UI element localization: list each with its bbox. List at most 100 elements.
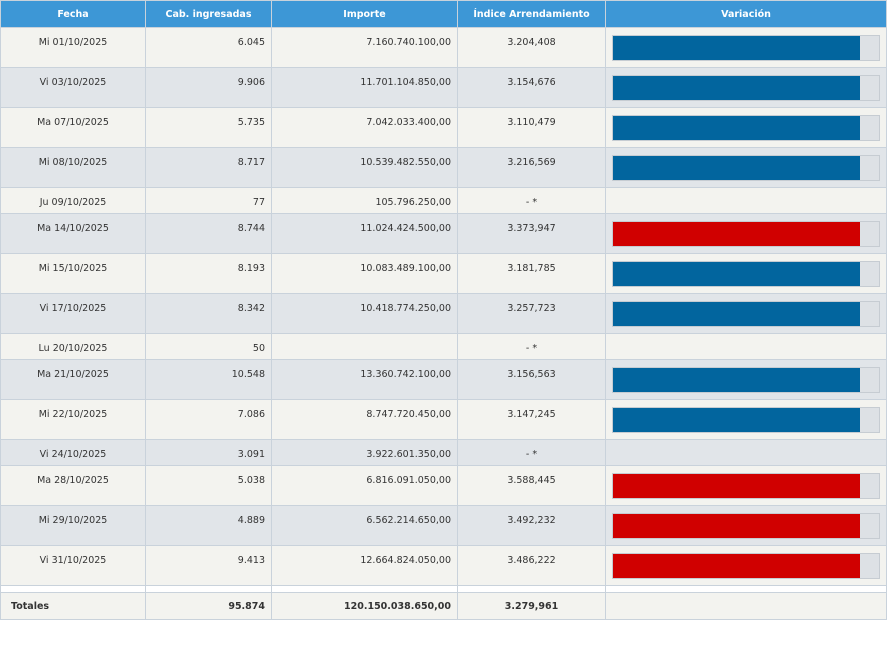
row-importe: 7.042.033.400,00 (271, 107, 458, 148)
row-cab-ingresadas: 77 (145, 187, 272, 214)
row-variacion (605, 359, 887, 400)
header-variacion[interactable]: Variación (605, 0, 887, 28)
totals-row: Totales 95.874 120.150.038.650,00 3.279,… (0, 592, 887, 620)
row-cab-ingresadas: 8.717 (145, 147, 272, 188)
row-importe: 12.664.824.050,00 (271, 545, 458, 586)
table-row: Mi 22/10/2025 7.086 8.747.720.450,00 3.147,… (0, 399, 887, 440)
table-row: Ma 28/10/2025 5.038 6.816.091.050,00 3.588,… (0, 465, 887, 506)
row-cab-ingresadas: 5.038 (145, 465, 272, 506)
variation-bar-track (612, 300, 880, 327)
arrendamiento-table: Fecha Cab. ingresadas Importe Índice Arr… (0, 0, 887, 620)
row-variacion (605, 213, 887, 254)
variation-bar-track (612, 512, 880, 539)
row-fecha: Mi 22/10/2025 (0, 399, 146, 440)
row-indice: 3.181,785 (457, 253, 606, 294)
variation-bar-positive (613, 115, 861, 140)
row-cab-ingresadas: 9.413 (145, 545, 272, 586)
table-row: Vi 03/10/2025 9.906 11.701.104.850,00 3.154… (0, 67, 887, 108)
row-indice: - * (457, 333, 606, 360)
header-cab-ingresadas[interactable]: Cab. ingresadas (145, 0, 272, 28)
totals-variacion (605, 592, 887, 620)
row-fecha: Ma 21/10/2025 (0, 359, 146, 400)
variation-bar-track (612, 220, 880, 247)
variation-bar-track (612, 260, 880, 287)
row-variacion (605, 187, 887, 214)
table-row: Lu 20/10/2025 50 - * (0, 333, 887, 360)
variation-bar-track (612, 472, 880, 499)
variation-bar-positive (613, 407, 861, 432)
totals-indice: 3.279,961 (457, 592, 606, 620)
row-variacion (605, 439, 887, 466)
table-row: Mi 29/10/2025 4.889 6.562.214.650,00 3.492,… (0, 505, 887, 546)
row-importe: 105.796.250,00 (271, 187, 458, 214)
header-importe[interactable]: Importe (271, 0, 458, 28)
table-row: Mi 15/10/2025 8.193 10.083.489.100,00 3.181… (0, 253, 887, 294)
table-row: Mi 01/10/2025 6.045 7.160.740.100,00 3.204,… (0, 27, 887, 68)
table-row: Ma 14/10/2025 8.744 11.024.424.500,00 3.373… (0, 213, 887, 254)
row-indice: - * (457, 187, 606, 214)
row-cab-ingresadas: 10.548 (145, 359, 272, 400)
row-indice: 3.156,563 (457, 359, 606, 400)
row-variacion (605, 505, 887, 546)
totals-label: Totales (0, 592, 146, 620)
row-fecha: Lu 20/10/2025 (0, 333, 146, 360)
variation-bar-negative (613, 221, 861, 246)
row-cab-ingresadas: 7.086 (145, 399, 272, 440)
header-row: Fecha Cab. ingresadas Importe Índice Arr… (0, 0, 887, 28)
row-importe: 11.024.424.500,00 (271, 213, 458, 254)
row-importe: 3.922.601.350,00 (271, 439, 458, 466)
table-body: Mi 01/10/2025 6.045 7.160.740.100,00 3.204,… (0, 27, 887, 586)
table-row: Ju 09/10/2025 77 105.796.250,00- * (0, 187, 887, 214)
table-row: Mi 08/10/2025 8.717 10.539.482.550,00 3.216… (0, 147, 887, 188)
row-variacion (605, 545, 887, 586)
variation-bar-track (612, 154, 880, 181)
row-fecha: Ma 28/10/2025 (0, 465, 146, 506)
row-variacion (605, 399, 887, 440)
row-cab-ingresadas: 5.735 (145, 107, 272, 148)
variation-bar-negative (613, 553, 861, 578)
variation-bar-positive (613, 155, 861, 180)
row-indice: - * (457, 439, 606, 466)
totals-cab: 95.874 (145, 592, 272, 620)
row-importe: 10.418.774.250,00 (271, 293, 458, 334)
row-variacion (605, 293, 887, 334)
table-row: Vi 17/10/2025 8.342 10.418.774.250,00 3.257… (0, 293, 887, 334)
table-row: Vi 31/10/2025 9.413 12.664.824.050,00 3.486… (0, 545, 887, 586)
row-indice: 3.492,232 (457, 505, 606, 546)
row-cab-ingresadas: 4.889 (145, 505, 272, 546)
table-row: Ma 21/10/2025 10.548 13.360.742.100,00 3.15… (0, 359, 887, 400)
row-fecha: Vi 31/10/2025 (0, 545, 146, 586)
header-fecha[interactable]: Fecha (0, 0, 146, 28)
row-variacion (605, 67, 887, 108)
row-fecha: Ma 07/10/2025 (0, 107, 146, 148)
variation-bar-track (612, 74, 880, 101)
header-indice-arrendamiento[interactable]: Índice Arrendamiento (457, 0, 606, 28)
row-importe: 6.562.214.650,00 (271, 505, 458, 546)
row-fecha: Mi 01/10/2025 (0, 27, 146, 68)
row-variacion (605, 147, 887, 188)
row-importe: 13.360.742.100,00 (271, 359, 458, 400)
row-fecha: Vi 17/10/2025 (0, 293, 146, 334)
row-importe: 10.539.482.550,00 (271, 147, 458, 188)
totals-importe: 120.150.038.650,00 (271, 592, 458, 620)
row-fecha: Mi 08/10/2025 (0, 147, 146, 188)
row-fecha: Vi 24/10/2025 (0, 439, 146, 466)
variation-bar-track (612, 406, 880, 433)
row-variacion (605, 333, 887, 360)
row-cab-ingresadas: 6.045 (145, 27, 272, 68)
row-indice: 3.486,222 (457, 545, 606, 586)
row-cab-ingresadas: 8.744 (145, 213, 272, 254)
row-indice: 3.110,479 (457, 107, 606, 148)
row-indice: 3.154,676 (457, 67, 606, 108)
row-cab-ingresadas: 3.091 (145, 439, 272, 466)
variation-bar-positive (613, 301, 861, 326)
variation-bar-negative (613, 473, 861, 498)
spacer-row (0, 585, 887, 593)
variation-bar-positive (613, 75, 861, 100)
row-indice: 3.373,947 (457, 213, 606, 254)
variation-bar-track (612, 114, 880, 141)
variation-bar-track (612, 34, 880, 61)
row-indice: 3.147,245 (457, 399, 606, 440)
row-indice: 3.204,408 (457, 27, 606, 68)
row-importe: 11.701.104.850,00 (271, 67, 458, 108)
